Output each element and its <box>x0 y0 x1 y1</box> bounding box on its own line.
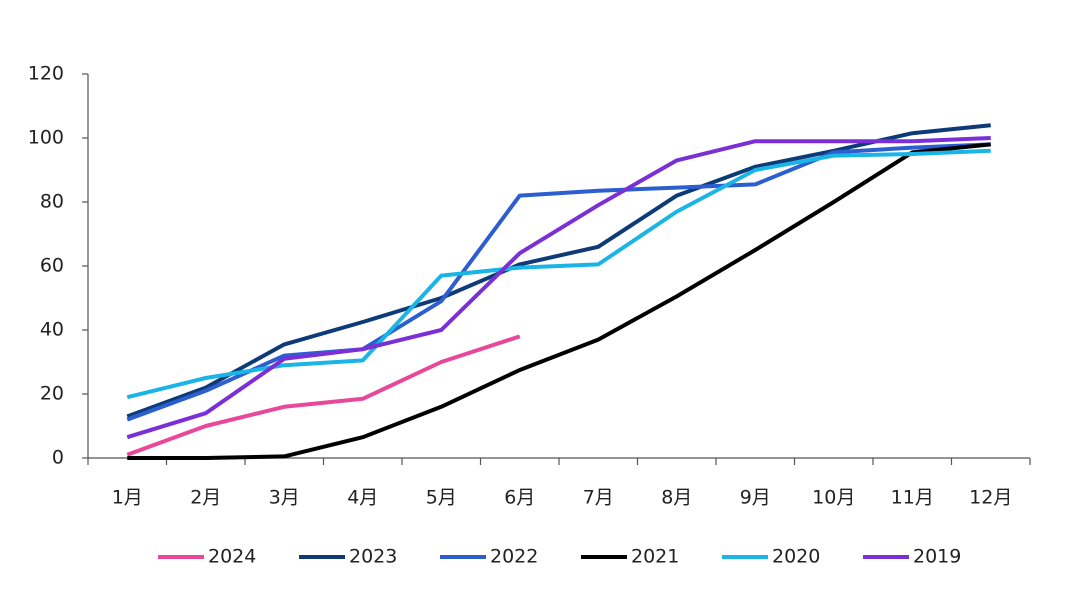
legend-label: 2021 <box>631 546 679 568</box>
series-line <box>126 136 991 440</box>
x-tick-label: 11月 <box>891 487 934 509</box>
y-tick-label: 120 <box>28 63 64 85</box>
x-tick-label: 4月 <box>347 487 378 509</box>
series-line <box>126 334 521 457</box>
x-tick-label: 6月 <box>504 487 535 509</box>
series-line <box>126 123 991 419</box>
legend-label: 2023 <box>349 546 397 568</box>
x-tick-label: 12月 <box>969 487 1012 509</box>
series-line <box>127 142 991 460</box>
legend-label: 2019 <box>913 546 961 568</box>
x-tick-label: 9月 <box>740 487 771 509</box>
legend-label: 2024 <box>208 546 256 568</box>
x-tick-label: 2月 <box>190 487 221 509</box>
series-line <box>126 142 991 422</box>
y-tick-label: 60 <box>40 255 64 277</box>
y-tick-label: 0 <box>52 447 64 469</box>
y-tick-label: 40 <box>40 319 64 341</box>
x-tick-label: 7月 <box>583 487 614 509</box>
y-tick-label: 80 <box>40 191 64 213</box>
x-tick-label: 5月 <box>426 487 457 509</box>
legend-label: 2022 <box>490 546 538 568</box>
y-tick-label: 20 <box>40 383 64 405</box>
x-tick-label: 10月 <box>812 487 855 509</box>
x-tick-label: 8月 <box>661 487 692 509</box>
legend-label: 2020 <box>772 546 820 568</box>
x-tick-label: 1月 <box>112 487 143 509</box>
y-tick-label: 100 <box>28 127 64 149</box>
x-tick-label: 3月 <box>269 487 300 509</box>
